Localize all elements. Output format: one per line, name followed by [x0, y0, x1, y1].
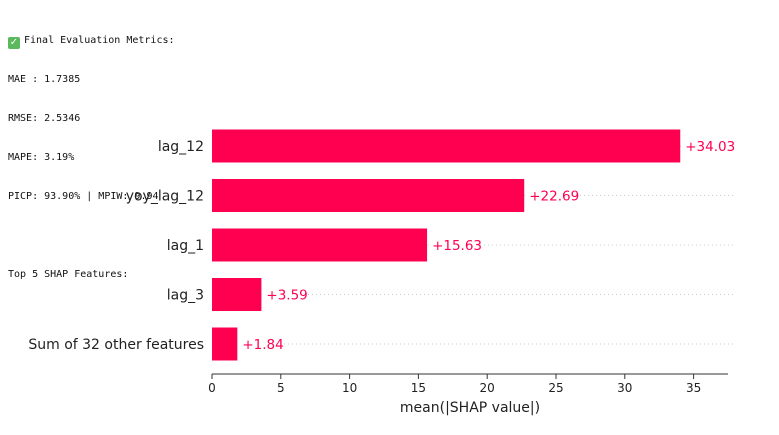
x-tick-label: 30 [617, 381, 632, 395]
bar [212, 179, 525, 212]
category-label: yoy_lag_12 [126, 189, 204, 205]
metrics-header: Final Evaluation Metrics: [24, 35, 175, 46]
category-label: lag_1 [167, 238, 204, 254]
shap-header: Top 5 SHAP Features: [8, 269, 129, 280]
x-tick-label: 20 [480, 381, 495, 395]
value-label: +15.63 [432, 238, 482, 254]
value-label: +3.59 [266, 288, 307, 304]
category-label: lag_3 [167, 288, 204, 304]
metric-picp-mpiw: PICP: 93.90% | MPIW: 9.94 [8, 191, 159, 202]
check-mark-icon: ✓ [8, 37, 20, 49]
x-tick-label: 15 [411, 381, 426, 395]
x-tick-label: 35 [686, 381, 701, 395]
x-tick-label: 0 [208, 381, 216, 395]
bar [212, 129, 681, 163]
x-tick-label: 25 [548, 381, 563, 395]
x-axis-title: mean(|SHAP value|) [400, 400, 540, 416]
value-label: +1.84 [242, 337, 283, 353]
category-label: Sum of 32 other features [28, 337, 204, 353]
metric-mape: MAPE: 3.19% [8, 152, 75, 163]
x-tick-label: 10 [342, 381, 357, 395]
value-label: +34.03 [685, 139, 735, 155]
bar [212, 228, 428, 262]
value-label-backing [239, 335, 283, 353]
value-label-backing [526, 186, 578, 205]
category-label: lag_12 [158, 139, 204, 155]
metrics-header-line: ✓ Final Evaluation Metrics: [8, 34, 175, 49]
bar [212, 327, 238, 361]
metric-rmse: RMSE: 2.5346 [8, 113, 81, 124]
value-label-backing [263, 285, 307, 304]
value-label-backing [682, 137, 734, 155]
bar [212, 278, 262, 311]
console-output: ✓ Final Evaluation Metrics: MAE : 1.7385 … [8, 8, 175, 294]
value-label-backing [429, 236, 480, 254]
metric-mae: MAE : 1.7385 [8, 74, 81, 85]
value-label: +22.69 [529, 189, 579, 205]
x-tick-label: 5 [277, 381, 285, 395]
